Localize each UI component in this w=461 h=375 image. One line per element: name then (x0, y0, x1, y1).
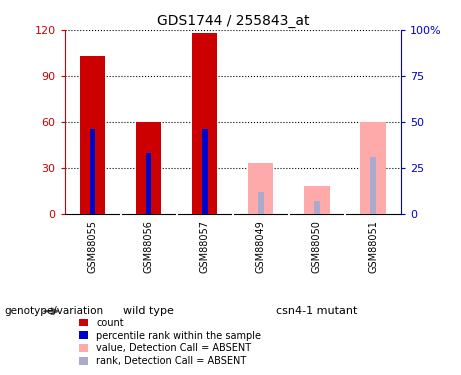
Bar (314, 201, 320, 214)
Bar (258, 192, 264, 214)
Text: genotype/variation: genotype/variation (5, 306, 104, 316)
Text: GSM88051: GSM88051 (368, 220, 378, 273)
Bar (304, 186, 330, 214)
Bar (202, 129, 207, 214)
Bar (248, 163, 273, 214)
Bar (192, 33, 218, 214)
Text: GSM88050: GSM88050 (312, 220, 322, 273)
Bar (90, 129, 95, 214)
Bar (361, 122, 386, 214)
Legend: count, percentile rank within the sample, value, Detection Call = ABSENT, rank, : count, percentile rank within the sample… (79, 318, 261, 366)
Bar (146, 153, 152, 214)
Text: GSM88049: GSM88049 (256, 220, 266, 273)
Title: GDS1744 / 255843_at: GDS1744 / 255843_at (157, 13, 309, 28)
Bar (136, 122, 161, 214)
Text: GSM88057: GSM88057 (200, 220, 210, 273)
Text: GSM88055: GSM88055 (88, 220, 98, 273)
Text: wild type: wild type (123, 306, 174, 316)
Bar (370, 157, 376, 214)
Text: csn4-1 mutant: csn4-1 mutant (276, 306, 358, 316)
Text: GSM88056: GSM88056 (144, 220, 154, 273)
Bar (80, 56, 105, 214)
